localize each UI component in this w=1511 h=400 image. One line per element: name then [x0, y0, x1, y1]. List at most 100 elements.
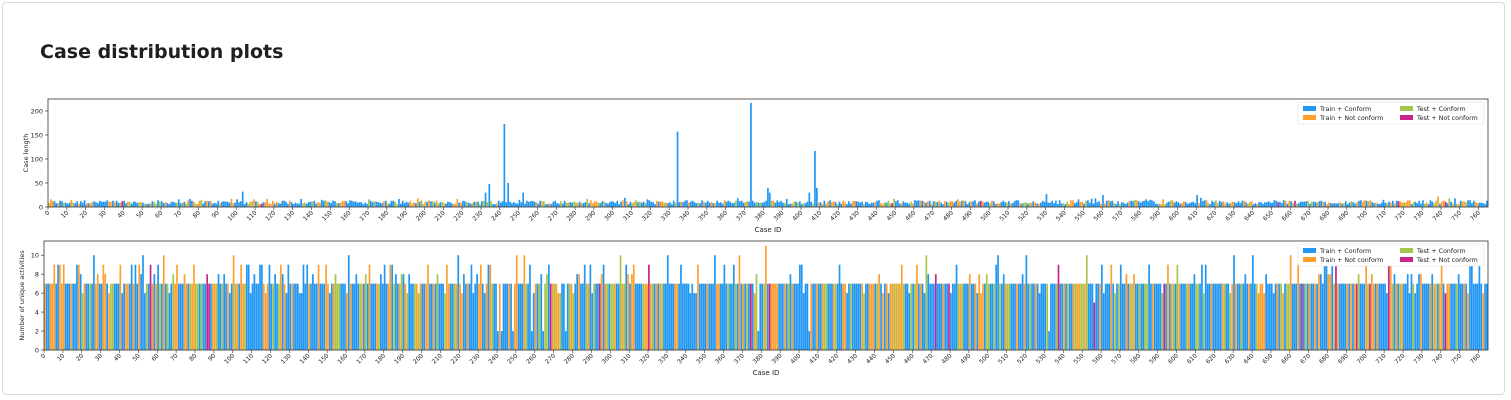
bar — [1187, 283, 1190, 350]
bar — [729, 201, 732, 207]
bar — [987, 283, 990, 350]
bar — [153, 274, 156, 350]
bar — [1320, 274, 1322, 350]
bar — [1427, 204, 1430, 207]
bar — [689, 293, 692, 350]
bar — [275, 201, 278, 207]
bar — [503, 123, 506, 207]
bar — [1416, 203, 1419, 207]
bar — [1418, 274, 1420, 350]
bar — [317, 264, 320, 350]
bar — [455, 283, 458, 350]
bar — [593, 283, 595, 350]
bar — [780, 200, 782, 207]
bar — [625, 201, 628, 207]
bar — [580, 283, 582, 350]
bar — [1293, 283, 1296, 350]
bar — [1200, 197, 1202, 207]
bar — [684, 200, 686, 207]
x-tick-label: 660 — [1280, 352, 1293, 365]
bar — [927, 274, 930, 350]
bar — [1299, 283, 1301, 350]
bar — [1290, 201, 1293, 207]
x-tick-label: 90 — [207, 352, 217, 362]
bar — [255, 201, 257, 207]
x-tick-label: 390 — [771, 352, 784, 365]
bar — [1156, 204, 1159, 207]
bar — [377, 202, 380, 207]
bar — [408, 274, 410, 350]
bar — [1258, 202, 1261, 207]
bar — [1029, 283, 1032, 350]
bar — [644, 203, 647, 207]
x-tick-label: 280 — [563, 352, 576, 365]
bar — [693, 202, 696, 207]
bar — [1043, 201, 1046, 207]
bar — [245, 202, 248, 207]
bar — [1316, 202, 1319, 207]
bar — [1105, 200, 1108, 207]
bar — [1177, 202, 1180, 207]
bar — [770, 200, 773, 207]
bar — [522, 192, 525, 207]
bar — [406, 293, 409, 350]
bar — [1254, 203, 1257, 207]
bar — [324, 200, 327, 207]
bar — [181, 283, 184, 350]
bar — [587, 283, 590, 350]
bar — [1425, 202, 1428, 207]
bar — [817, 283, 820, 350]
bar — [279, 203, 282, 207]
x-tick-label: 110 — [245, 209, 258, 222]
x-tick-label: 190 — [396, 209, 409, 222]
bar — [814, 150, 816, 207]
bar — [463, 274, 465, 350]
bar — [680, 201, 683, 207]
bar — [704, 202, 707, 207]
bar — [334, 274, 337, 350]
bar — [916, 264, 918, 350]
bar — [1169, 200, 1172, 207]
bar — [174, 202, 176, 207]
x-tick-label: 50 — [131, 352, 141, 362]
bar — [1314, 202, 1317, 207]
bar — [1372, 283, 1375, 350]
bar — [1459, 200, 1462, 207]
x-tick-label: 600 — [1167, 352, 1180, 365]
bar — [591, 293, 594, 350]
bar — [1072, 200, 1074, 207]
x-tick-label: 450 — [884, 352, 897, 365]
x-tick-label: 110 — [242, 352, 255, 365]
x-tick-label: 40 — [113, 352, 123, 362]
bar — [1183, 201, 1185, 207]
bar — [247, 203, 250, 207]
bar — [1160, 204, 1163, 207]
bar — [517, 283, 520, 350]
bar — [1224, 203, 1227, 207]
bar — [1094, 198, 1097, 207]
legend-swatch — [1303, 257, 1316, 262]
bar — [294, 202, 297, 207]
bar — [893, 198, 895, 207]
bar — [155, 203, 157, 207]
bar — [1181, 203, 1183, 207]
bar — [1126, 202, 1129, 207]
bar — [831, 202, 833, 207]
bar — [1440, 201, 1443, 207]
bar — [160, 201, 163, 207]
bar — [592, 203, 594, 207]
bar — [1041, 200, 1044, 207]
x-tick-label: 600 — [1168, 209, 1181, 222]
bar — [330, 283, 333, 350]
x-tick-label: 120 — [264, 209, 277, 222]
bar — [388, 203, 391, 207]
bar — [944, 201, 946, 207]
bar — [1452, 283, 1454, 350]
bar — [287, 264, 290, 350]
bar — [226, 201, 229, 207]
x-tick-label: 590 — [1149, 209, 1162, 222]
bar — [912, 203, 914, 207]
bar — [334, 201, 336, 207]
bar — [172, 201, 174, 207]
bar — [281, 274, 284, 350]
